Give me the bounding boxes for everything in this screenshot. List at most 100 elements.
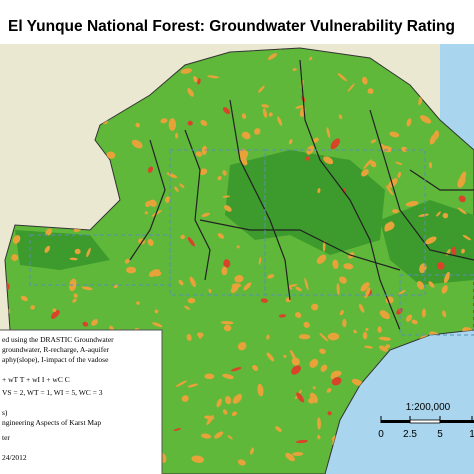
scale-ratio: 1:200,000	[406, 402, 451, 413]
vulnerability-patch	[187, 297, 196, 304]
vulnerability-patch	[298, 334, 311, 340]
vulnerability-patch	[361, 169, 369, 177]
vulnerability-patch	[290, 350, 297, 361]
vulnerability-patches	[5, 48, 474, 474]
vulnerability-patch	[267, 53, 278, 60]
vulnerability-patch	[451, 246, 457, 256]
vulnerability-patch	[292, 452, 304, 456]
vulnerability-patch	[149, 199, 157, 207]
vulnerability-patch	[201, 212, 210, 218]
vulnerability-patch	[311, 303, 319, 311]
vulnerability-patch	[221, 266, 228, 276]
vulnerability-patch	[260, 298, 268, 303]
vulnerability-patch	[198, 168, 208, 176]
vulnerability-patch	[320, 364, 328, 372]
vulnerability-patch	[20, 295, 28, 302]
vulnerability-patch	[252, 364, 259, 371]
vulnerability-patch	[136, 301, 140, 305]
vulnerability-patch	[319, 332, 329, 342]
vulnerability-patch	[364, 345, 373, 349]
vulnerability-patch	[207, 75, 219, 79]
vulnerability-patch	[392, 209, 399, 214]
vulnerability-patch	[191, 455, 204, 463]
vulnerability-patch	[406, 118, 412, 127]
vulnerability-patch	[222, 107, 231, 115]
vulnerability-patch	[332, 259, 339, 270]
vulnerability-patch	[303, 321, 310, 328]
vulnerability-patch	[384, 222, 395, 231]
vulnerability-patch	[52, 308, 57, 313]
vulnerability-patch	[331, 370, 342, 378]
legend-line: 24/2012	[2, 453, 27, 462]
scale-label: 2.5	[403, 429, 417, 440]
vulnerability-patch	[152, 322, 163, 328]
vulnerability-patch	[416, 280, 425, 290]
vulnerability-patch	[160, 118, 168, 124]
quad-outline	[29, 234, 171, 286]
vulnerability-patch	[443, 271, 450, 284]
vulnerability-patch	[227, 435, 233, 440]
vulnerability-patch	[242, 150, 249, 158]
vulnerability-patch	[428, 162, 433, 169]
vulnerability-patch	[331, 377, 342, 386]
vulnerability-patch	[353, 329, 357, 334]
vulnerability-patch	[378, 336, 392, 341]
vulnerability-patch	[254, 128, 261, 135]
vulnerability-patch	[385, 344, 391, 349]
vulnerability-patch	[198, 333, 202, 340]
map-title: El Yunque National Forest: Groundwater V…	[8, 18, 455, 35]
vulnerability-patch	[278, 314, 287, 318]
scale-bar-segment	[381, 420, 410, 423]
vulnerability-patch	[106, 151, 116, 159]
vulnerability-patch	[232, 393, 242, 404]
legend-line: groundwater, R-recharge, A-aquifer	[2, 345, 110, 354]
vulnerability-patch	[370, 139, 377, 144]
vulnerability-patch	[316, 254, 327, 264]
vulnerability-patch	[275, 426, 282, 432]
vulnerability-patch	[362, 331, 368, 340]
vulnerability-patch	[441, 285, 448, 294]
vulnerability-patch	[258, 85, 265, 93]
vulnerability-patch	[379, 310, 390, 320]
vulnerability-patch	[461, 248, 465, 254]
legend-line: ed using the DRASTIC Groundwater	[2, 335, 114, 344]
quad-boundaries	[29, 149, 474, 336]
vulnerability-patch	[308, 398, 315, 404]
vulnerability-patch	[319, 348, 326, 355]
vulnerability-patch	[309, 56, 313, 61]
vulnerability-patch	[295, 105, 305, 109]
boundary-line	[409, 169, 474, 191]
vulnerability-patch	[224, 396, 232, 405]
vulnerability-patch	[295, 312, 302, 319]
vulnerability-patch	[11, 254, 19, 261]
vulnerability-patch	[204, 415, 215, 420]
vulnerability-patch	[262, 108, 268, 118]
scale-bar: 0 2.5 5 1	[378, 416, 474, 440]
vulnerability-patch	[131, 139, 143, 149]
vulnerability-patch	[291, 357, 300, 366]
vulnerability-patch	[322, 240, 326, 252]
vulnerability-patch	[364, 287, 371, 299]
boundary-line	[184, 129, 211, 281]
vulnerability-patch	[241, 131, 251, 140]
vulnerability-patch	[339, 309, 344, 316]
vulnerability-patch	[45, 228, 53, 236]
vulnerability-patch	[231, 411, 238, 417]
vulnerability-patch	[360, 282, 370, 292]
vulnerability-patch	[147, 166, 153, 173]
vulnerability-patch	[312, 386, 316, 390]
vulnerability-patch	[266, 352, 275, 362]
vulnerability-patch	[361, 76, 368, 85]
vulnerability-patch	[285, 452, 295, 462]
vulnerability-patch	[241, 113, 247, 120]
vulnerability-patch	[201, 433, 212, 439]
vulnerability-patch	[317, 188, 321, 194]
vulnerability-patch	[304, 277, 309, 291]
vulnerability-patch	[420, 115, 432, 124]
vulnerability-patch	[222, 170, 227, 176]
vulnerability-patch	[462, 234, 472, 241]
vulnerability-patch	[288, 283, 298, 288]
legend-line: ngineering Aspects of Karst Map	[2, 418, 101, 427]
vulnerability-patch	[180, 234, 185, 240]
vulnerability-patch	[277, 116, 283, 126]
